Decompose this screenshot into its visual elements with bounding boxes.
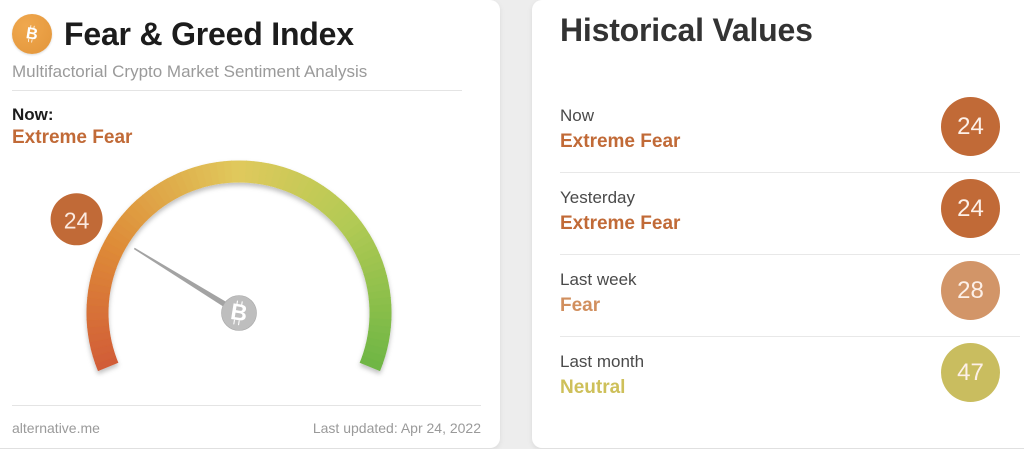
svg-text:B: B bbox=[229, 298, 249, 326]
svg-text:24: 24 bbox=[64, 207, 90, 233]
